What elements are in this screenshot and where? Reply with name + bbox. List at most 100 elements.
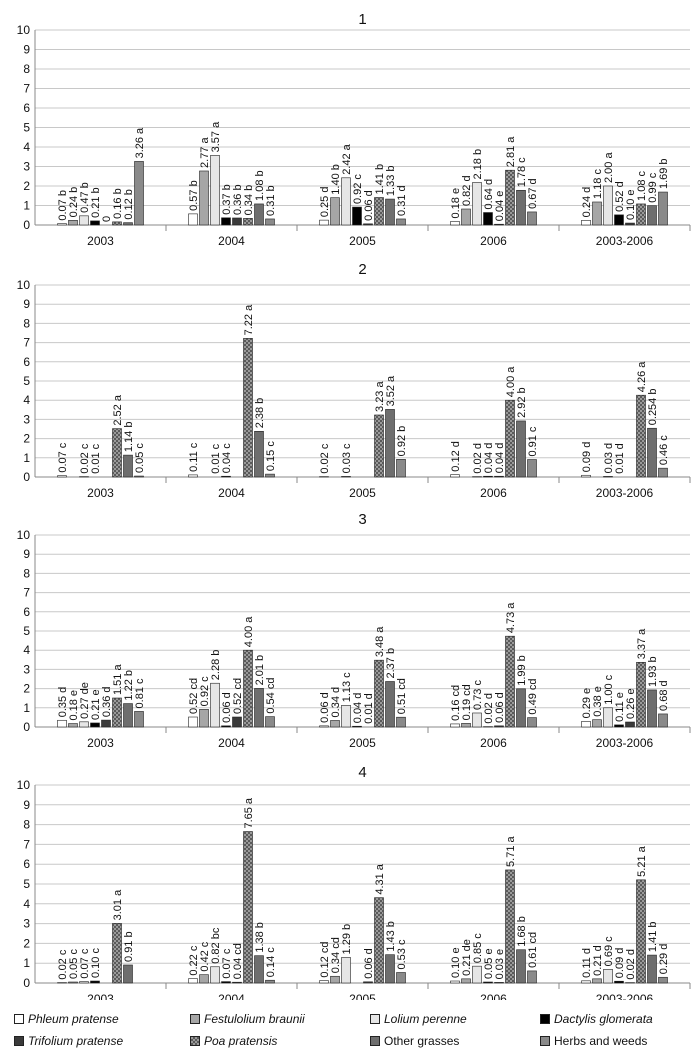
bar-herbs-and-weeds — [658, 191, 668, 226]
data-label: 0.29 d — [658, 944, 670, 975]
data-label: 3.01 a — [112, 889, 124, 920]
bar-lolium-perenne — [603, 476, 613, 478]
bar-festulolium-braunii — [592, 978, 602, 984]
bar-lolium-perenne — [603, 707, 613, 728]
y-tick-label: 8 — [23, 316, 30, 330]
y-tick-label: 2 — [23, 936, 30, 950]
data-label: 0.64 d — [483, 179, 495, 210]
bar-phleum-pratense — [450, 723, 460, 728]
bar-phleum-pratense — [319, 725, 329, 728]
data-label: 0.26 e — [625, 688, 637, 719]
data-label: 0.18 e — [68, 690, 80, 721]
y-tick-label: 7 — [23, 586, 30, 600]
data-label: 0.91 b — [123, 931, 135, 962]
data-label: 0.31 b — [265, 185, 277, 216]
category-label: 2003 — [87, 992, 114, 1000]
data-label: 0.15 c — [265, 441, 277, 471]
bar-poa-pratensis — [505, 635, 515, 728]
bar-phleum-pratense — [57, 719, 67, 728]
data-label: 0.18 e — [450, 188, 462, 219]
data-label: 0.09 d — [581, 442, 593, 473]
data-label: 0.37 b — [221, 184, 233, 215]
bar-phleum-pratense — [188, 716, 198, 728]
bar-phleum-pratense — [581, 721, 591, 728]
data-label: 0.06 d — [221, 692, 233, 723]
y-tick-label: 9 — [23, 297, 30, 311]
data-label: 7.65 a — [243, 797, 255, 828]
chart-title: 2 — [358, 261, 366, 278]
data-label: 0.52 cd — [232, 678, 244, 714]
data-label: 3.57 a — [210, 121, 222, 152]
data-label: 0.99 c — [647, 172, 659, 202]
bar-herbs-and-weeds — [527, 211, 537, 226]
data-label: 4.00 a — [505, 366, 517, 397]
bar-festulolium-braunii — [199, 170, 209, 226]
bar-other-grasses — [647, 427, 657, 478]
bar-other-grasses — [516, 420, 526, 478]
y-tick-label: 6 — [23, 857, 30, 871]
category-label: 2006 — [480, 736, 507, 750]
category-label: 2004 — [218, 234, 245, 248]
data-label: 1.38 b — [254, 922, 266, 953]
bar-dactylis-glomerata — [90, 722, 100, 728]
legend-swatch — [14, 1014, 24, 1024]
data-label: 0.52 d — [614, 181, 626, 212]
data-label: 0.04 d — [483, 443, 495, 474]
bar-poa-pratensis — [374, 659, 384, 728]
y-tick-label: 2 — [23, 179, 30, 193]
bar-dactylis-glomerata — [483, 475, 493, 478]
bar-trifolium-pratense — [363, 981, 373, 984]
data-label: 0.34 cd — [330, 937, 342, 973]
bar-other-grasses — [385, 409, 395, 478]
y-tick-label: 6 — [23, 605, 30, 619]
bar-phleum-pratense — [581, 474, 591, 478]
legend-swatch — [190, 1014, 200, 1024]
data-label: 0.21 e — [90, 689, 102, 720]
data-label: 1.29 b — [341, 924, 353, 955]
data-label: 0.69 c — [603, 936, 615, 966]
bar-lolium-perenne — [79, 721, 89, 728]
data-label: 3.26 a — [134, 127, 146, 158]
bar-poa-pratensis — [636, 394, 646, 478]
bar-trifolium-pratense — [625, 721, 635, 728]
bar-dactylis-glomerata — [483, 981, 493, 984]
bar-dactylis-glomerata — [614, 980, 624, 984]
bar-lolium-perenne — [603, 185, 613, 226]
y-tick-label: 10 — [17, 278, 31, 292]
data-label: 0.21 b — [90, 187, 102, 218]
data-label: 0.19 cd — [461, 684, 473, 720]
category-label: 2005 — [349, 992, 376, 1000]
bar-dactylis-glomerata — [483, 212, 493, 226]
data-label: 0.85 c — [472, 933, 484, 963]
data-label: 1.14 b — [123, 422, 135, 453]
bar-phleum-pratense — [581, 220, 591, 226]
data-label: 0.82 d — [461, 175, 473, 206]
legend-item: Festulolium braunii — [190, 1012, 305, 1026]
legend-label: Poa pratensis — [204, 1034, 278, 1048]
bar-trifolium-pratense — [625, 222, 635, 226]
y-tick-label: 5 — [23, 624, 30, 638]
y-tick-label: 7 — [23, 82, 30, 96]
data-label: 1.43 b — [385, 921, 397, 952]
bar-lolium-perenne — [472, 182, 482, 226]
bar-herbs-and-weeds — [134, 711, 144, 728]
bar-poa-pratensis — [243, 218, 253, 226]
data-label: 0.06 d — [494, 692, 506, 723]
bar-dactylis-glomerata — [352, 725, 362, 728]
bar-festulolium-braunii — [461, 208, 471, 226]
data-label: 0.01 d — [614, 443, 626, 474]
data-label: 0.07 c — [221, 948, 233, 978]
data-label: 0.16 b — [112, 188, 124, 219]
bar-festulolium-braunii — [199, 709, 209, 728]
legend-label: Trifolium pratense — [28, 1034, 124, 1048]
data-label: 0.11 e — [614, 692, 626, 722]
data-label: 0.92 c — [199, 676, 211, 706]
bar-lolium-perenne — [603, 969, 613, 984]
bar-phleum-pratense — [188, 474, 198, 478]
bar-poa-pratensis — [636, 879, 646, 984]
data-label: 2.42 a — [341, 143, 353, 174]
data-label: 0.81 c — [134, 678, 146, 708]
bar-herbs-and-weeds — [527, 459, 537, 478]
bar-other-grasses — [385, 954, 395, 984]
